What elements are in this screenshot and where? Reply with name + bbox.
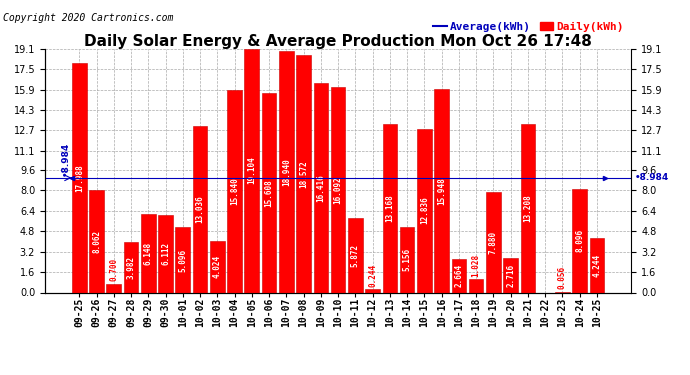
Text: 1.028: 1.028 — [472, 254, 481, 277]
Legend: Average(kWh), Daily(kWh): Average(kWh), Daily(kWh) — [428, 17, 629, 36]
Text: 16.416: 16.416 — [316, 174, 326, 202]
Bar — [158, 214, 173, 292]
Bar — [244, 49, 259, 292]
Text: 7.880: 7.880 — [489, 231, 498, 254]
Text: 6.148: 6.148 — [144, 242, 152, 265]
Text: 19.104: 19.104 — [247, 157, 256, 184]
Bar — [279, 51, 294, 292]
Bar — [469, 279, 484, 292]
Text: 5.096: 5.096 — [178, 248, 187, 272]
Text: 13.208: 13.208 — [524, 194, 533, 222]
Bar — [124, 242, 139, 292]
Bar — [348, 217, 363, 292]
Text: 8.062: 8.062 — [92, 230, 101, 253]
Bar — [106, 284, 121, 292]
Text: 0.056: 0.056 — [558, 266, 567, 289]
Text: 12.836: 12.836 — [420, 197, 429, 225]
Bar — [72, 63, 87, 292]
Text: 8.096: 8.096 — [575, 229, 584, 252]
Bar — [262, 93, 277, 292]
Bar — [210, 241, 225, 292]
Text: 16.092: 16.092 — [333, 176, 343, 204]
Text: 18.940: 18.940 — [282, 158, 290, 186]
Bar — [572, 189, 587, 292]
Bar — [382, 124, 397, 292]
Text: Copyright 2020 Cartronics.com: Copyright 2020 Cartronics.com — [3, 13, 174, 23]
Text: •8.984: •8.984 — [61, 142, 70, 176]
Text: 3.982: 3.982 — [126, 255, 135, 279]
Bar — [331, 87, 346, 292]
Bar — [451, 258, 466, 292]
Text: 13.168: 13.168 — [386, 195, 395, 222]
Bar — [434, 89, 449, 292]
Bar — [503, 258, 518, 292]
Text: 4.244: 4.244 — [593, 254, 602, 277]
Text: 2.716: 2.716 — [506, 264, 515, 287]
Text: 4.024: 4.024 — [213, 255, 221, 278]
Text: 15.608: 15.608 — [264, 179, 273, 207]
Bar — [417, 129, 432, 292]
Bar — [175, 228, 190, 292]
Bar — [486, 192, 501, 292]
Text: 15.948: 15.948 — [437, 177, 446, 205]
Text: 0.244: 0.244 — [368, 264, 377, 287]
Text: 18.572: 18.572 — [299, 160, 308, 188]
Text: 13.036: 13.036 — [195, 195, 204, 223]
Text: 6.112: 6.112 — [161, 242, 170, 265]
Text: 5.872: 5.872 — [351, 243, 360, 267]
Bar — [313, 83, 328, 292]
Bar — [365, 290, 380, 292]
Bar — [589, 238, 604, 292]
Bar — [89, 190, 104, 292]
Text: 15.840: 15.840 — [230, 177, 239, 205]
Bar — [296, 56, 311, 292]
Title: Daily Solar Energy & Average Production Mon Oct 26 17:48: Daily Solar Energy & Average Production … — [84, 34, 592, 49]
Bar — [193, 126, 208, 292]
Bar — [227, 90, 242, 292]
Bar — [520, 124, 535, 292]
Bar — [400, 227, 415, 292]
Text: 17.988: 17.988 — [75, 164, 83, 192]
Text: 2.664: 2.664 — [455, 264, 464, 287]
Text: 5.156: 5.156 — [403, 248, 412, 271]
Text: 0.700: 0.700 — [109, 258, 118, 281]
Text: •8.984: •8.984 — [634, 173, 669, 182]
Bar — [141, 214, 156, 292]
